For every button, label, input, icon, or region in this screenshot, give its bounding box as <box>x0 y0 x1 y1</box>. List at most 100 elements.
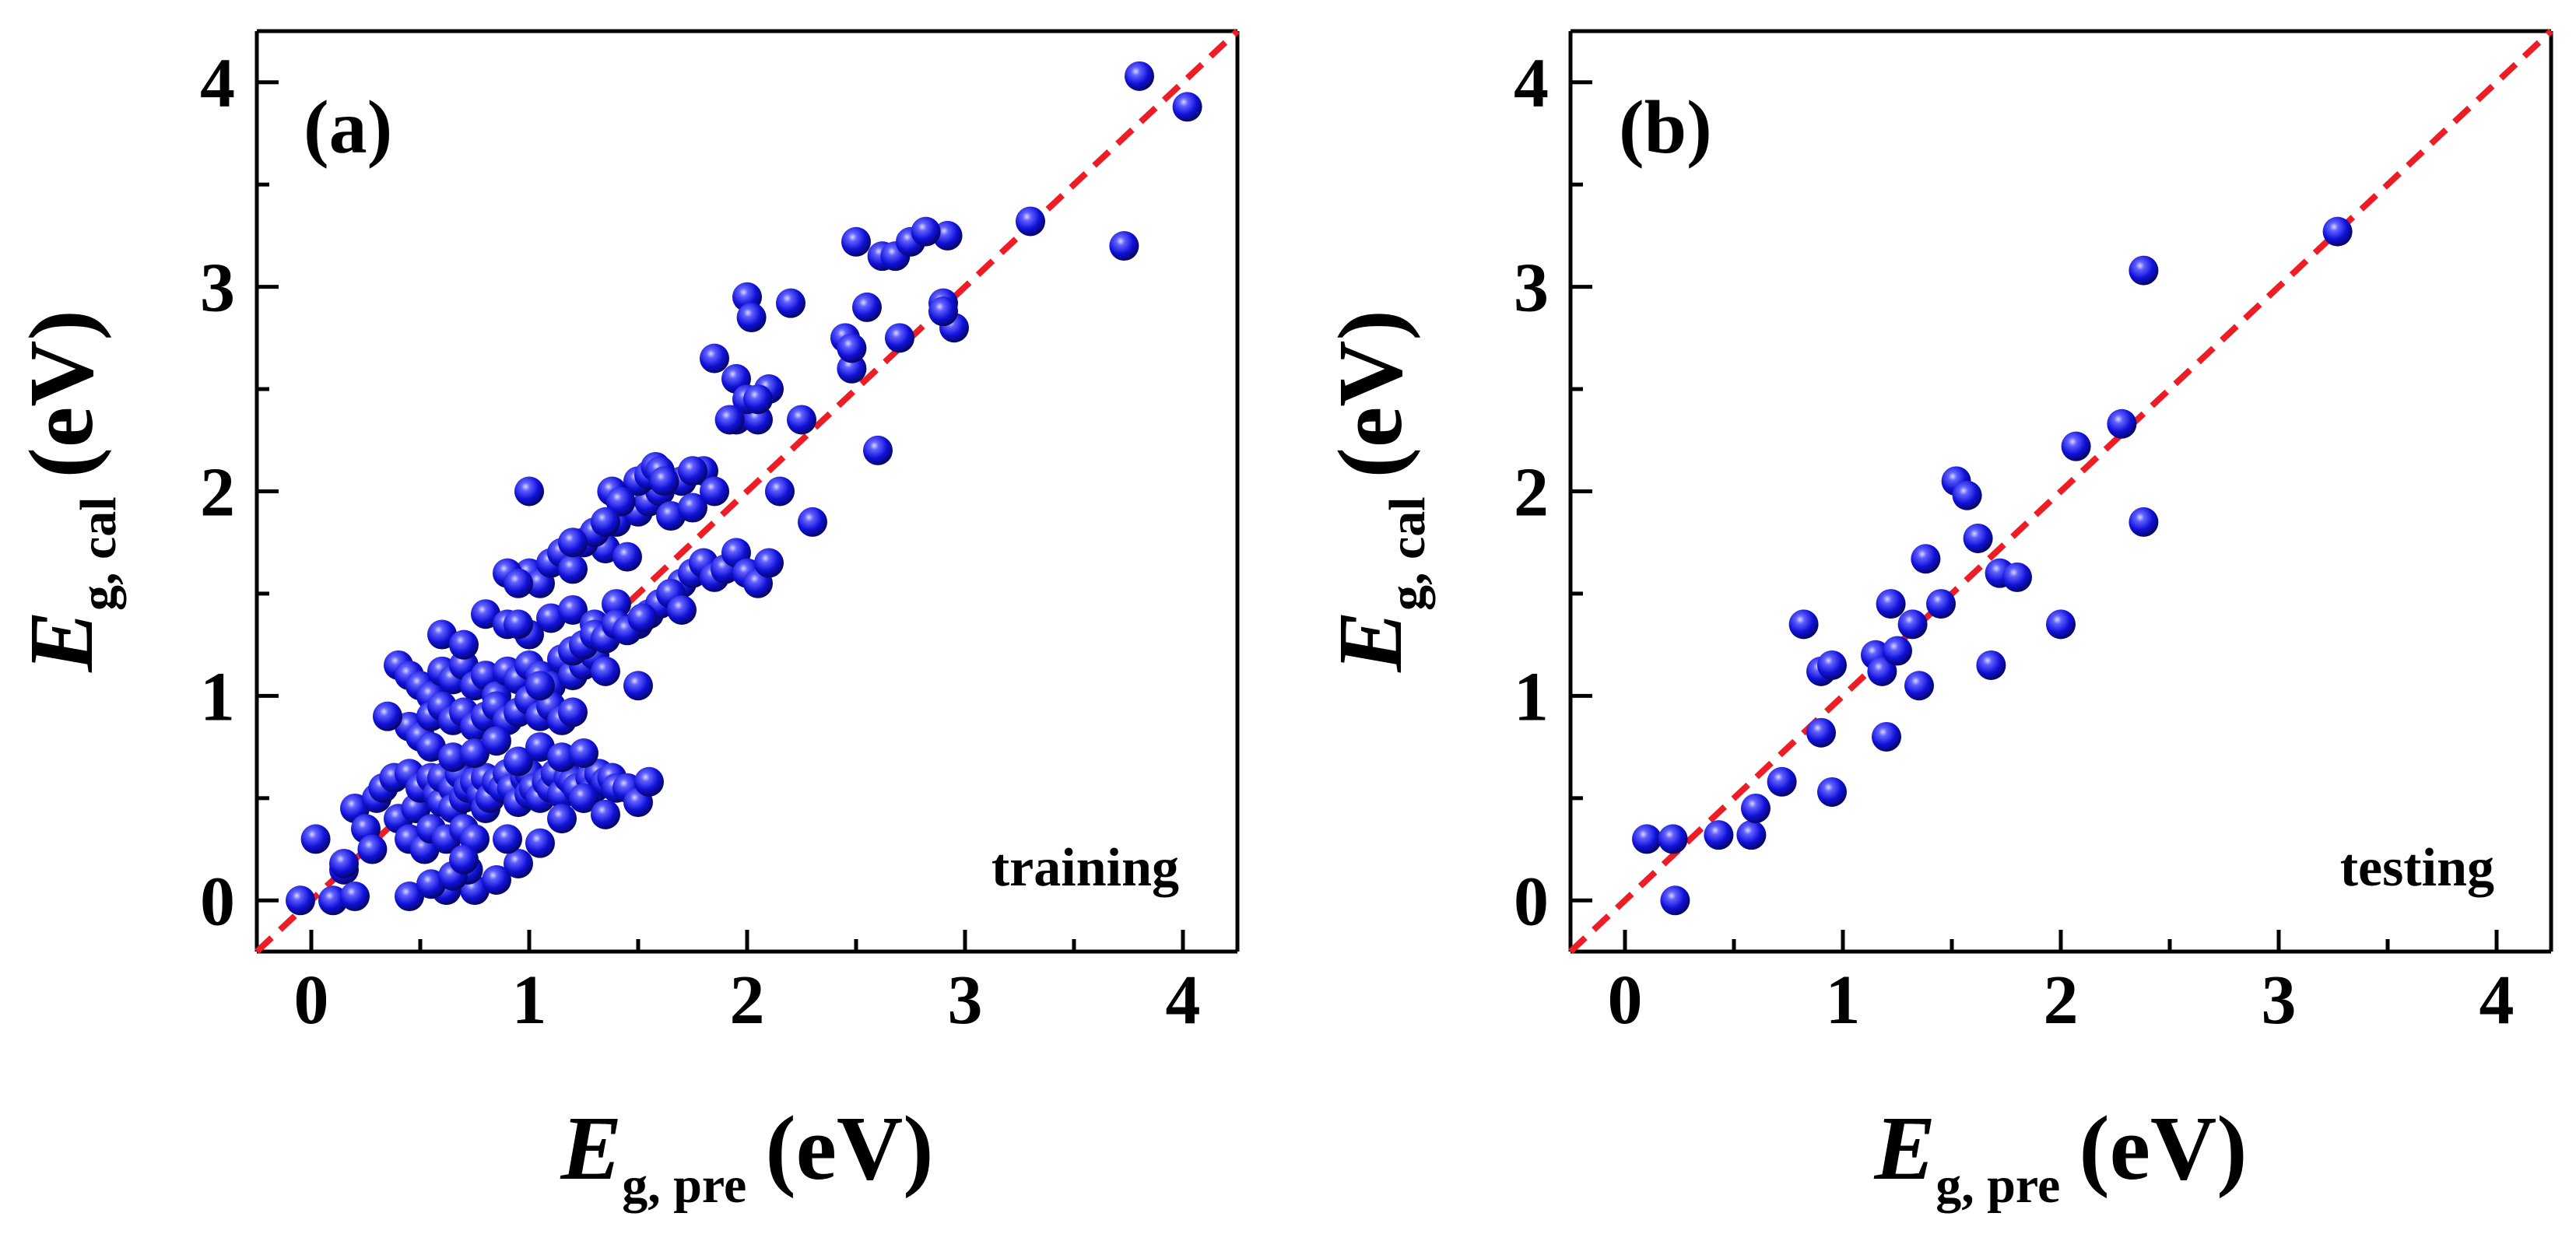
data-point <box>1897 609 1928 640</box>
data-point <box>837 353 867 384</box>
data-point <box>1632 824 1662 854</box>
data-point <box>514 476 544 507</box>
data-point <box>2061 431 2091 461</box>
x-axis-symbol: E <box>560 1097 622 1199</box>
y-tick-label: 2 <box>1514 454 1549 531</box>
x-tick-label: 4 <box>2479 962 2515 1039</box>
y-tick-label: 4 <box>200 45 235 122</box>
data-point <box>340 882 370 912</box>
y-tick-label: 0 <box>1514 863 1549 940</box>
x-tick-label: 2 <box>2044 962 2079 1039</box>
data-point <box>623 671 653 701</box>
x-axis-subscript: g, pre <box>622 1157 746 1214</box>
y-axis-symbol: E <box>1319 611 1421 673</box>
data-point <box>1172 92 1202 122</box>
series-annotation: training <box>991 838 1179 898</box>
y-axis-label: Eg, cal (eV) <box>1319 310 1436 673</box>
x-tick-label: 4 <box>1166 962 1201 1039</box>
tick-labels: 0 1 2 3 4 0 1 2 3 4 <box>200 45 1201 1039</box>
data-point <box>1704 820 1734 850</box>
data-point <box>558 697 588 727</box>
data-point <box>2322 216 2353 247</box>
data-point <box>591 656 620 686</box>
data-point <box>612 542 642 572</box>
data-point <box>1976 650 2006 680</box>
data-point <box>449 844 479 875</box>
data-point <box>928 296 958 327</box>
data-point <box>798 507 827 537</box>
tick-labels: 0 1 2 3 4 0 1 2 3 4 <box>1514 45 2515 1039</box>
data-point <box>1660 885 1690 916</box>
data-point <box>2107 408 2137 439</box>
data-point <box>482 864 511 895</box>
data-point <box>1658 824 1688 854</box>
data-point <box>605 486 636 517</box>
data-point <box>1867 656 1897 686</box>
data-point <box>460 738 490 768</box>
data-point <box>357 834 388 864</box>
x-tick-label: 3 <box>948 962 983 1039</box>
data-point <box>2002 562 2032 592</box>
data-point <box>558 554 588 584</box>
y-axis-symbol: E <box>10 611 112 673</box>
data-point <box>525 671 555 701</box>
y-axis-unit: (eV) <box>10 310 112 478</box>
x-axis-subscript: g, pre <box>1936 1157 2060 1214</box>
data-point <box>1952 480 1982 510</box>
data-point <box>649 466 679 496</box>
data-points <box>286 61 1202 916</box>
data-point <box>449 629 479 660</box>
series-annotation: testing <box>2340 838 2494 898</box>
data-point <box>286 885 315 916</box>
testing-panel: 0 1 2 3 4 0 1 2 3 4 (b) testing Eg, pre (eV) Eg, c… <box>1319 29 2553 1214</box>
data-point <box>1767 766 1797 797</box>
y-tick-label: 3 <box>200 250 235 327</box>
data-point <box>1016 206 1045 237</box>
data-point <box>754 548 784 578</box>
data-point <box>591 507 620 537</box>
y-tick-label: 1 <box>200 658 235 735</box>
panel-label: (b) <box>1619 86 1712 170</box>
data-point <box>1125 61 1154 91</box>
data-point <box>1876 589 1906 619</box>
data-point <box>569 738 598 768</box>
data-point <box>700 476 729 507</box>
data-point <box>504 848 533 878</box>
axis-ticks <box>1571 80 2499 952</box>
data-point <box>1817 777 1847 807</box>
axis-ticks <box>257 80 1185 952</box>
data-point <box>300 824 331 854</box>
x-tick-label: 2 <box>730 962 765 1039</box>
data-point <box>1904 671 1934 701</box>
data-point <box>736 303 767 333</box>
data-point <box>1741 793 1771 823</box>
data-point <box>667 594 697 625</box>
x-tick-label: 0 <box>1608 962 1643 1039</box>
data-point <box>634 766 664 797</box>
data-point <box>841 226 871 257</box>
panel-label: (a) <box>304 86 392 170</box>
data-point <box>787 405 816 435</box>
data-point <box>1963 523 1993 553</box>
y-tick-label: 1 <box>1514 658 1549 735</box>
x-tick-label: 1 <box>512 962 547 1039</box>
data-point <box>852 292 882 322</box>
data-point <box>504 568 533 598</box>
x-axis-label: Eg, pre (eV) <box>560 1097 933 1214</box>
data-point <box>591 799 620 829</box>
data-point <box>569 783 598 813</box>
x-tick-label: 3 <box>2262 962 2297 1039</box>
x-axis-unit: (eV) <box>765 1097 933 1199</box>
data-point <box>765 476 795 507</box>
data-point <box>504 746 533 777</box>
y-tick-label: 3 <box>1514 250 1549 327</box>
data-point <box>1109 231 1139 261</box>
y-axis-subscript: g, cal <box>1379 496 1436 611</box>
data-point <box>678 493 707 523</box>
data-point <box>373 701 402 731</box>
data-point <box>493 824 522 854</box>
data-point <box>678 456 707 486</box>
x-axis-unit: (eV) <box>2079 1097 2247 1199</box>
y-tick-label: 4 <box>1514 45 1549 122</box>
